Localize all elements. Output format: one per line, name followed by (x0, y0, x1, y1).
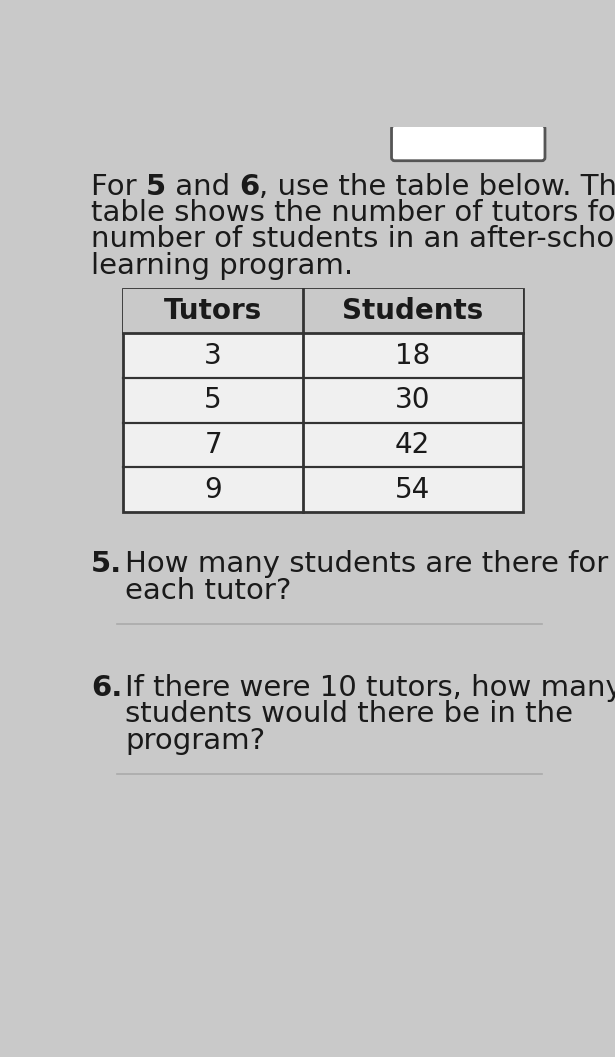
Text: 5: 5 (204, 386, 222, 414)
Text: 6.: 6. (91, 674, 122, 702)
Text: , use the table below. The: , use the table below. The (260, 173, 615, 201)
Text: Tutors: Tutors (164, 297, 263, 324)
Text: 54: 54 (395, 476, 430, 503)
Text: 3: 3 (204, 341, 222, 370)
Text: 7: 7 (204, 431, 222, 459)
Text: number of students in an after-school: number of students in an after-school (91, 225, 615, 254)
Text: program?: program? (125, 726, 265, 755)
Text: 6: 6 (239, 173, 260, 201)
Text: If there were 10 tutors, how many: If there were 10 tutors, how many (125, 674, 615, 702)
Text: 30: 30 (395, 386, 430, 414)
FancyBboxPatch shape (392, 126, 545, 161)
Text: 42: 42 (395, 431, 430, 459)
FancyBboxPatch shape (124, 289, 523, 512)
Text: 5: 5 (146, 173, 166, 201)
Text: 5.: 5. (91, 551, 122, 578)
Text: each tutor?: each tutor? (125, 576, 292, 605)
Text: students would there be in the: students would there be in the (125, 701, 573, 728)
Text: table shows the number of tutors for the: table shows the number of tutors for the (91, 199, 615, 227)
Text: Students: Students (342, 297, 483, 324)
Text: and: and (166, 173, 239, 201)
Text: 18: 18 (395, 341, 430, 370)
Text: 9: 9 (204, 476, 222, 503)
Text: How many students are there for: How many students are there for (125, 551, 608, 578)
Text: learning program.: learning program. (91, 252, 353, 280)
Text: For: For (91, 173, 146, 201)
FancyBboxPatch shape (124, 289, 523, 333)
